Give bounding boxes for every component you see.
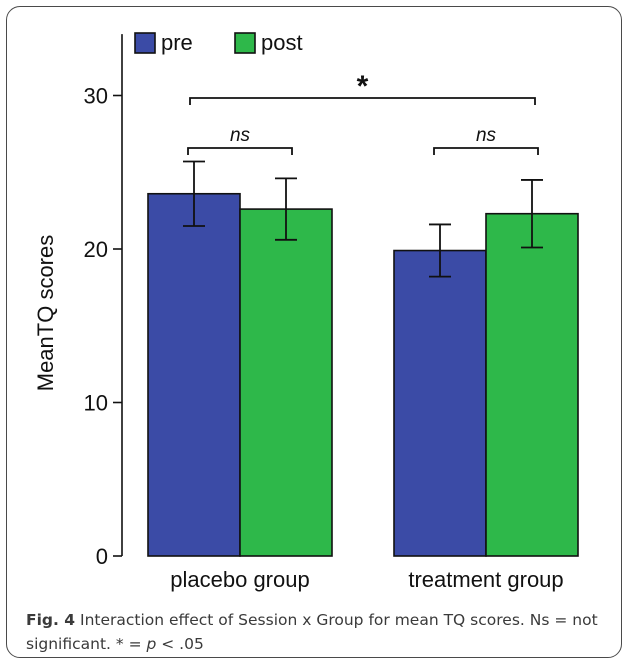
figure-caption: Fig. 4 Interaction effect of Session x G… <box>26 608 606 656</box>
caption-text-2: < .05 <box>156 635 204 653</box>
bar-pre-0 <box>147 192 241 557</box>
y-axis-label: MeanTQ scores <box>33 235 58 392</box>
plot-area: 0 10 20 30 placebo group treatment group ns ns *… <box>84 30 579 592</box>
figure-frame <box>6 6 622 658</box>
y-tick-label-30: 30 <box>84 84 108 109</box>
legend-swatch-post <box>234 32 256 54</box>
y-tick-label-0: 0 <box>96 544 108 569</box>
legend-swatch-pre <box>134 32 156 54</box>
figure-label: Fig. 4 <box>26 611 76 629</box>
bar-pre-1 <box>393 249 487 557</box>
bar-post-0 <box>239 208 333 557</box>
x-tick-label-0: placebo group <box>170 567 309 592</box>
p-symbol: p <box>146 635 157 653</box>
significance-star: * <box>357 70 369 103</box>
legend-label-post: post <box>261 30 303 55</box>
significance-bracket <box>189 97 536 105</box>
ns-bracket-0 <box>187 147 293 155</box>
y-tick-label-10: 10 <box>84 391 108 416</box>
bar-chart: 0 10 20 30 placebo group treatment group ns ns *… <box>33 30 579 592</box>
ns-label-0: ns <box>230 125 251 146</box>
caption-text-1: Interaction effect of Session x Group fo… <box>26 611 598 653</box>
legend-label-pre: pre <box>161 30 193 55</box>
x-tick-label-1: treatment group <box>408 567 563 592</box>
y-tick-label-20: 20 <box>84 237 108 262</box>
bar-post-1 <box>485 212 579 557</box>
ns-bracket-1 <box>433 147 539 155</box>
ns-label-1: ns <box>476 125 497 146</box>
